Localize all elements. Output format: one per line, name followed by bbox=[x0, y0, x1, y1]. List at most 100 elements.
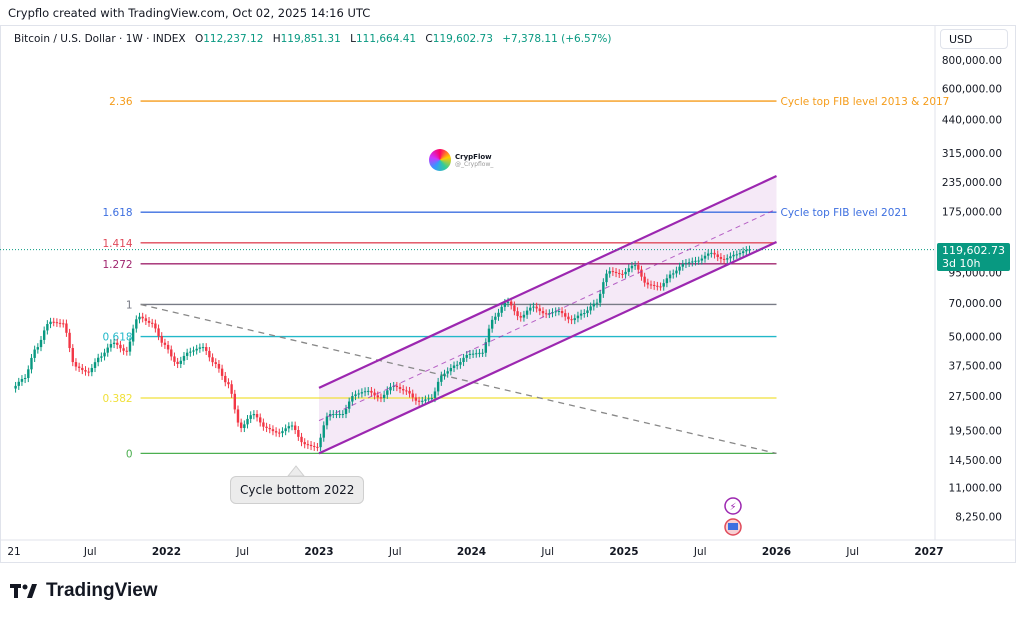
candle-body bbox=[112, 342, 116, 345]
candle-body bbox=[494, 316, 497, 320]
candle-body bbox=[198, 347, 202, 349]
candle-body bbox=[14, 385, 17, 389]
candle-body bbox=[284, 428, 287, 432]
author-avatar bbox=[429, 149, 451, 171]
candle-body bbox=[33, 349, 36, 358]
candle-body bbox=[360, 392, 364, 394]
candle-body bbox=[163, 342, 167, 345]
candle-body bbox=[71, 348, 74, 363]
candle-body bbox=[100, 356, 103, 358]
fib-level-label: 1.414 bbox=[103, 238, 133, 250]
low-value: 111,664.41 bbox=[355, 33, 417, 45]
candle-body bbox=[624, 271, 627, 275]
candle-body bbox=[398, 387, 402, 389]
candle-body bbox=[201, 347, 205, 349]
last-price: 119,602.73 bbox=[942, 244, 1005, 257]
candle-body bbox=[583, 313, 586, 315]
symbol-name[interactable]: Bitcoin / U.S. Dollar · 1W · INDEX bbox=[14, 33, 186, 45]
candle-body bbox=[195, 348, 198, 351]
candle-body bbox=[27, 369, 30, 379]
candle-body bbox=[652, 284, 656, 286]
price-axis-label: 14,500.00 bbox=[949, 455, 1002, 467]
candle-body bbox=[166, 344, 170, 350]
candle-body bbox=[141, 316, 144, 319]
candle-body bbox=[748, 249, 751, 251]
candle-body bbox=[189, 351, 192, 353]
price-axis-label: 19,500.00 bbox=[949, 425, 1002, 437]
candle-body bbox=[93, 362, 97, 368]
time-axis-label: Jul bbox=[235, 546, 249, 558]
candle-body bbox=[236, 409, 240, 423]
fib-level-label: 0 bbox=[126, 448, 133, 460]
candle-body bbox=[281, 431, 284, 434]
candle-body bbox=[560, 311, 564, 314]
candle-body bbox=[630, 265, 634, 269]
currency-button[interactable]: USD bbox=[940, 29, 1008, 49]
price-axis-label: 800,000.00 bbox=[942, 55, 1002, 67]
candle-body bbox=[697, 260, 700, 262]
candle-body bbox=[125, 350, 128, 352]
candle-body bbox=[84, 370, 87, 372]
candle-body bbox=[471, 353, 475, 355]
price-axis-label: 27,500.00 bbox=[949, 391, 1002, 403]
candle-body bbox=[532, 306, 535, 308]
candle-body bbox=[62, 323, 65, 325]
candle-body bbox=[382, 394, 386, 399]
candle-body bbox=[618, 273, 621, 275]
candle-body bbox=[719, 257, 723, 259]
candle-body bbox=[627, 268, 630, 272]
candle-body bbox=[271, 429, 275, 432]
candle-body bbox=[367, 390, 370, 392]
fib-level-label: 0.618 bbox=[103, 332, 133, 344]
candle-body bbox=[741, 251, 745, 254]
candle-body bbox=[500, 306, 503, 313]
candle-body bbox=[77, 366, 81, 368]
candle-body bbox=[598, 293, 602, 303]
price-axis-label: 11,000.00 bbox=[949, 483, 1002, 495]
tradingview-logo-icon bbox=[10, 584, 37, 598]
candle-body bbox=[49, 321, 52, 325]
candle-body bbox=[401, 388, 405, 391]
candle-body bbox=[208, 350, 211, 358]
fib-level-label: 1 bbox=[126, 299, 133, 311]
candle-body bbox=[611, 271, 615, 273]
brand-name: TradingView bbox=[46, 580, 158, 601]
candle-body bbox=[672, 273, 675, 275]
candle-body bbox=[446, 371, 449, 374]
candle-body bbox=[602, 282, 605, 294]
candle-body bbox=[586, 310, 589, 314]
candle-body bbox=[414, 397, 418, 401]
candle-body bbox=[220, 368, 224, 376]
candle-body bbox=[468, 353, 472, 355]
candle-body bbox=[179, 360, 182, 364]
candle-body bbox=[522, 314, 526, 318]
chart-frame bbox=[0, 25, 1016, 563]
candle-body bbox=[303, 442, 306, 445]
candle-body bbox=[81, 367, 84, 371]
candle-body bbox=[525, 310, 529, 315]
candle-body bbox=[278, 432, 281, 434]
candle-body bbox=[259, 417, 262, 423]
candle-body bbox=[459, 362, 462, 365]
candle-body bbox=[576, 315, 580, 319]
author-name: CrypFlow bbox=[455, 152, 492, 161]
candle-body bbox=[510, 301, 513, 306]
fib-level-label: 0.382 bbox=[103, 393, 133, 405]
candle-body bbox=[713, 252, 716, 255]
candle-body bbox=[122, 348, 125, 351]
candle-body bbox=[694, 260, 697, 262]
change-value: +7,378.11 (+6.57%) bbox=[502, 33, 612, 45]
candle-body bbox=[633, 265, 637, 267]
candle-body bbox=[147, 320, 151, 323]
price-axis-label: 8,250.00 bbox=[955, 511, 1002, 523]
candle-body bbox=[227, 382, 230, 385]
candle-body bbox=[170, 349, 173, 357]
candle-body bbox=[436, 381, 440, 392]
candle-body bbox=[440, 375, 443, 382]
lightning-icon bbox=[724, 497, 742, 515]
tradingview-logo[interactable]: TradingView bbox=[10, 580, 158, 602]
open-label: O bbox=[194, 33, 204, 45]
candle-body bbox=[462, 357, 465, 363]
candle-body bbox=[386, 390, 389, 395]
